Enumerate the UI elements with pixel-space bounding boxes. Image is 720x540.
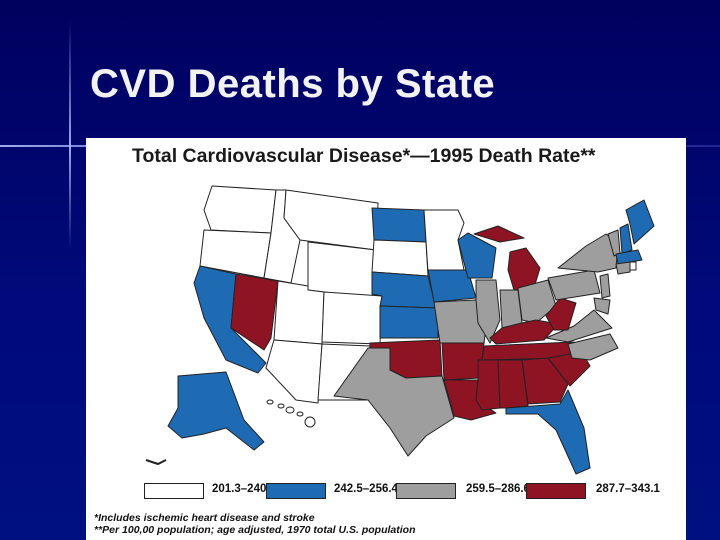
state-maine — [625, 199, 655, 245]
state-hawaii — [266, 399, 316, 428]
state-north-dakota — [371, 207, 427, 243]
state-new-york — [557, 233, 619, 273]
state-nebraska — [371, 271, 437, 309]
state-montana — [283, 189, 379, 251]
state-mississippi — [475, 359, 501, 411]
legend-label-2: 242.5–256.4 — [334, 483, 398, 495]
state-new-hampshire — [619, 223, 633, 255]
state-texas — [333, 347, 455, 457]
legend-swatch-4 — [526, 483, 586, 499]
state-nevada — [230, 273, 279, 351]
state-michigan-upper — [473, 225, 525, 243]
state-connecticut — [615, 261, 631, 275]
state-north-carolina — [567, 333, 619, 361]
state-washington — [203, 185, 277, 234]
legend-label-4: 287.7–343.1 — [596, 483, 660, 495]
state-alaska — [167, 371, 265, 451]
state-colorado — [321, 291, 383, 345]
legend-label-3: 259.5–286.6 — [466, 483, 530, 495]
state-virginia — [545, 309, 613, 343]
state-massachusetts — [615, 249, 643, 265]
us-choropleth-map — [145, 185, 655, 475]
slide-title: CVD Deaths by State — [90, 62, 496, 106]
legend-label-1: 201.3–240.0 — [212, 483, 276, 495]
state-delaware-maryland — [593, 297, 611, 315]
state-illinois — [475, 279, 501, 344]
state-wisconsin — [457, 232, 497, 279]
map-panel: Total Cardiovascular Disease*—1995 Death… — [86, 138, 686, 540]
alaska-islands — [145, 459, 167, 465]
state-rhode-island — [629, 261, 637, 271]
legend-swatch-3 — [396, 483, 456, 499]
state-ohio — [517, 279, 557, 324]
state-kentucky — [489, 319, 559, 345]
state-arizona — [265, 339, 323, 404]
state-kansas — [379, 305, 439, 339]
map-title: Total Cardiovascular Disease*—1995 Death… — [132, 145, 596, 167]
state-west-virginia — [545, 297, 577, 331]
footnote-1: *Includes ischemic heart disease and str… — [94, 512, 315, 524]
state-new-jersey — [599, 273, 611, 299]
state-florida — [505, 389, 591, 475]
state-wyoming — [307, 241, 377, 299]
footnote-2: **Per 100,00 population; age adjusted, 1… — [94, 524, 416, 536]
decorative-vertical-line — [69, 20, 71, 250]
legend-swatch-2 — [266, 483, 326, 499]
state-pennsylvania — [547, 269, 601, 301]
state-south-dakota — [371, 239, 429, 277]
legend-swatch-1 — [144, 483, 204, 499]
